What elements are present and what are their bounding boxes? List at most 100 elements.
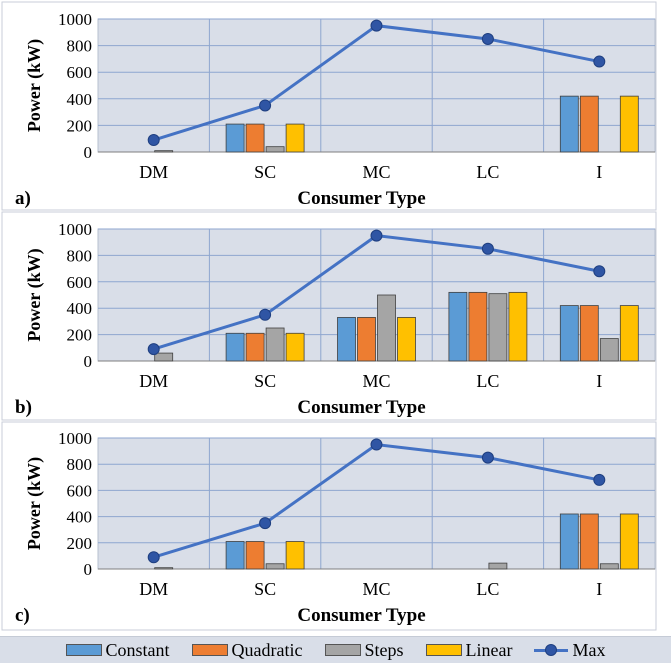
y-tick-label: 400: [67, 90, 93, 109]
x-tick-label: SC: [254, 371, 276, 391]
y-tick-label: 600: [67, 63, 93, 82]
y-tick-label: 200: [67, 326, 93, 345]
panel-label: a): [15, 188, 31, 209]
bar-constant-sc: [225, 332, 245, 362]
legend: Constant Quadratic Steps Linear Max: [0, 636, 671, 663]
bar-linear-sc: [285, 123, 305, 153]
x-tick-label: LC: [476, 579, 499, 599]
y-tick-label: 1000: [58, 10, 92, 29]
x-tick-label: I: [596, 371, 602, 391]
bar-quadratic-sc: [245, 541, 265, 570]
point-max-sc: [259, 308, 272, 321]
bar-steps-dm: [154, 150, 174, 153]
y-tick-label: 800: [67, 37, 93, 56]
bar-steps-i: [599, 563, 619, 570]
x-tick-label: I: [596, 162, 602, 182]
bar-quadratic-i: [579, 95, 599, 153]
legend-swatch-constant: [65, 644, 102, 656]
bar-constant-i: [559, 95, 579, 153]
legend-label-quadratic: Quadratic: [231, 639, 303, 660]
x-tick-label: MC: [362, 162, 390, 182]
legend-item-quadratic: Quadratic: [191, 639, 303, 661]
point-max-lc: [481, 32, 494, 45]
panel-label: b): [15, 397, 32, 418]
y-tick-label: 600: [67, 273, 93, 292]
legend-label-constant: Constant: [105, 639, 170, 660]
y-tick-label: 400: [67, 299, 93, 318]
legend-item-linear: Linear: [425, 639, 513, 661]
y-tick-label: 1000: [58, 220, 92, 239]
x-axis-title: Consumer Type: [297, 188, 425, 209]
y-tick-label: 600: [67, 481, 93, 500]
y-tick-label: 200: [67, 116, 93, 135]
x-axis-title: Consumer Type: [297, 397, 425, 418]
bar-linear-i: [619, 513, 639, 570]
legend-swatch-linear: [425, 644, 462, 656]
bar-quadratic-lc: [468, 291, 488, 362]
bar-linear-sc: [285, 332, 305, 362]
bar-steps-i: [599, 338, 619, 362]
legend-item-constant: Constant: [65, 639, 170, 661]
bar-constant-mc: [337, 317, 356, 362]
bar-constant-sc: [225, 541, 245, 570]
bar-constant-i: [559, 305, 579, 362]
x-tick-label: DM: [139, 371, 168, 391]
panel-border: [1, 421, 657, 631]
x-tick-label: MC: [362, 371, 390, 391]
bar-constant-sc: [225, 123, 245, 153]
point-max-dm: [147, 551, 160, 564]
chart-panel-c: 0 200 400 600 800 1000 DM SC MC LC I Power (kW) Cons…: [1, 421, 657, 631]
bar-steps-dm: [154, 567, 174, 570]
bar-steps-lc: [488, 293, 508, 362]
bar-steps-dm: [154, 352, 174, 362]
x-tick-label: DM: [139, 162, 168, 182]
legend-swatch-steps: [324, 644, 361, 656]
charts-canvas: 0 200 400 600 800 1000 DM SC MC LC I Power (kW) Cons…: [1, 1, 657, 631]
bar-quadratic-sc: [245, 332, 265, 362]
y-tick-label: 1000: [58, 429, 92, 448]
y-axis-title: Power (kW): [24, 457, 45, 550]
bar-quadratic-i: [579, 305, 599, 362]
x-tick-label: SC: [254, 162, 276, 182]
bar-steps-lc: [488, 562, 508, 570]
chart-panel-b: 0 200 400 600 800 1000 DM SC MC LC I Power (kW) Cons…: [1, 211, 657, 421]
x-tick-label: I: [596, 579, 602, 599]
x-axis-title: Consumer Type: [297, 605, 425, 626]
bar-linear-i: [619, 95, 639, 153]
legend-label-steps: Steps: [364, 639, 404, 660]
bar-steps-mc: [377, 294, 396, 362]
point-max-mc: [370, 19, 383, 32]
x-tick-label: MC: [362, 579, 390, 599]
chart-panel-a: 0 200 400 600 800 1000 DM SC MC LC I Power (kW) Cons…: [1, 1, 657, 211]
point-max-i: [593, 473, 606, 486]
point-max-i: [593, 55, 606, 68]
bar-steps-sc: [265, 563, 285, 570]
bar-constant-lc: [448, 291, 468, 362]
point-max-lc: [481, 242, 494, 255]
point-max-mc: [370, 229, 383, 242]
bar-steps-sc: [265, 146, 285, 153]
panel-border: [1, 211, 657, 421]
bar-linear-lc: [508, 291, 528, 362]
bar-quadratic-sc: [245, 123, 265, 153]
bar-linear-mc: [397, 317, 416, 362]
y-tick-label: 0: [84, 143, 93, 162]
legend-label-linear: Linear: [465, 639, 513, 660]
bar-linear-i: [619, 305, 639, 362]
bar-steps-sc: [265, 327, 285, 362]
point-max-dm: [147, 343, 160, 356]
y-axis-title: Power (kW): [24, 248, 45, 341]
legend-label-max: Max: [572, 639, 606, 660]
point-max-sc: [259, 517, 272, 530]
panel-border: [1, 1, 657, 211]
x-tick-label: LC: [476, 162, 499, 182]
point-max-lc: [481, 451, 494, 464]
y-axis-title: Power (kW): [24, 39, 45, 132]
point-max-mc: [370, 438, 383, 451]
legend-item-max: Max: [534, 640, 605, 661]
x-tick-label: LC: [476, 371, 499, 391]
x-tick-label: SC: [254, 579, 276, 599]
bar-linear-sc: [285, 541, 305, 570]
bar-quadratic-i: [579, 513, 599, 570]
